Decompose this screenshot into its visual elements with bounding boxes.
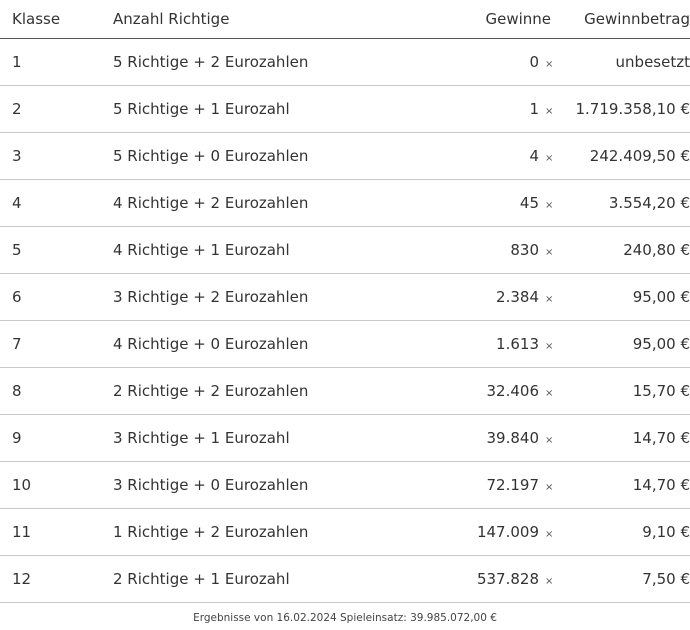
table-row: 12 2 Richtige + 1 Eurozahl 537.828 × 7,50 € bbox=[0, 555, 690, 603]
cell-klasse: 7 bbox=[0, 320, 113, 368]
times-icon: × bbox=[545, 435, 554, 446]
header-gewinne: Gewinne bbox=[413, 0, 551, 39]
cell-klasse: 9 bbox=[0, 414, 113, 462]
cell-gewinnbetrag: 9,10 € bbox=[551, 508, 690, 556]
cell-gewinne: 4 × bbox=[413, 132, 554, 180]
gewinne-value: 72.197 bbox=[486, 476, 540, 494]
gewinne-value: 39.840 bbox=[486, 429, 540, 447]
times-icon: × bbox=[545, 153, 554, 164]
cell-gewinnbetrag: unbesetzt bbox=[551, 38, 690, 86]
cell-klasse: 1 bbox=[0, 38, 113, 86]
times-icon: × bbox=[545, 482, 554, 493]
gewinne-value: 2.384 bbox=[496, 288, 539, 306]
cell-gewinne: 0 × bbox=[413, 38, 554, 86]
cell-gewinnbetrag: 240,80 € bbox=[551, 226, 690, 274]
cell-gewinne: 147.009 × bbox=[413, 508, 554, 556]
cell-anzahl-richtige: 4 Richtige + 1 Eurozahl bbox=[113, 226, 413, 274]
cell-gewinne: 2.384 × bbox=[413, 273, 554, 321]
cell-gewinne: 1 × bbox=[413, 85, 554, 133]
cell-anzahl-richtige: 4 Richtige + 0 Eurozahlen bbox=[113, 320, 413, 368]
gewinne-value: 4 bbox=[529, 147, 539, 165]
times-icon: × bbox=[545, 294, 554, 305]
gewinne-value: 32.406 bbox=[486, 382, 540, 400]
cell-gewinne: 32.406 × bbox=[413, 367, 554, 415]
times-icon: × bbox=[545, 341, 554, 352]
times-icon: × bbox=[545, 247, 554, 258]
times-icon: × bbox=[545, 576, 554, 587]
cell-gewinnbetrag: 14,70 € bbox=[551, 461, 690, 509]
cell-anzahl-richtige: 5 Richtige + 0 Eurozahlen bbox=[113, 132, 413, 180]
times-icon: × bbox=[545, 529, 554, 540]
header-gewinnbetrag: Gewinnbetrag bbox=[551, 0, 690, 39]
gewinne-value: 1 bbox=[529, 100, 539, 118]
table-row: 11 1 Richtige + 2 Eurozahlen 147.009 × 9,10 … bbox=[0, 508, 690, 556]
cell-gewinnbetrag: 14,70 € bbox=[551, 414, 690, 462]
cell-gewinne: 830 × bbox=[413, 226, 554, 274]
gewinne-value: 0 bbox=[529, 53, 539, 71]
cell-klasse: 12 bbox=[0, 555, 113, 603]
cell-gewinne: 537.828 × bbox=[413, 555, 554, 603]
gewinne-value: 830 bbox=[510, 241, 539, 259]
gewinne-value: 45 bbox=[519, 194, 539, 212]
cell-anzahl-richtige: 2 Richtige + 2 Eurozahlen bbox=[113, 367, 413, 415]
cell-klasse: 3 bbox=[0, 132, 113, 180]
header-klasse: Klasse bbox=[0, 0, 113, 39]
cell-anzahl-richtige: 4 Richtige + 2 Eurozahlen bbox=[113, 179, 413, 227]
cell-anzahl-richtige: 5 Richtige + 2 Eurozahlen bbox=[113, 38, 413, 86]
cell-gewinnbetrag: 242.409,50 € bbox=[551, 132, 690, 180]
cell-anzahl-richtige: 2 Richtige + 1 Eurozahl bbox=[113, 555, 413, 603]
table-row: 10 3 Richtige + 0 Eurozahlen 72.197 × 14,70 … bbox=[0, 461, 690, 509]
cell-gewinne: 72.197 × bbox=[413, 461, 554, 509]
times-icon: × bbox=[545, 388, 554, 399]
gewinne-value: 1.613 bbox=[496, 335, 539, 353]
results-footer: Ergebnisse von 16.02.2024 Spieleinsatz: … bbox=[193, 612, 497, 624]
header-row: Klasse Anzahl Richtige Gewinne Gewinnbet… bbox=[0, 0, 690, 39]
table-header: Klasse Anzahl Richtige Gewinne Gewinnbet… bbox=[0, 0, 690, 39]
cell-anzahl-richtige: 3 Richtige + 2 Eurozahlen bbox=[113, 273, 413, 321]
cell-anzahl-richtige: 1 Richtige + 2 Eurozahlen bbox=[113, 508, 413, 556]
times-icon: × bbox=[545, 200, 554, 211]
cell-klasse: 4 bbox=[0, 179, 113, 227]
cell-gewinne: 45 × bbox=[413, 179, 554, 227]
cell-anzahl-richtige: 5 Richtige + 1 Eurozahl bbox=[113, 85, 413, 133]
cell-gewinnbetrag: 95,00 € bbox=[551, 273, 690, 321]
cell-gewinne: 1.613 × bbox=[413, 320, 554, 368]
cell-gewinnbetrag: 1.719.358,10 € bbox=[551, 85, 690, 133]
header-anzahl-richtige: Anzahl Richtige bbox=[113, 0, 413, 39]
cell-gewinnbetrag: 15,70 € bbox=[551, 367, 690, 415]
cell-klasse: 5 bbox=[0, 226, 113, 274]
cell-klasse: 11 bbox=[0, 508, 113, 556]
cell-anzahl-richtige: 3 Richtige + 0 Eurozahlen bbox=[113, 461, 413, 509]
cell-klasse: 6 bbox=[0, 273, 113, 321]
cell-gewinnbetrag: 95,00 € bbox=[551, 320, 690, 368]
times-icon: × bbox=[545, 59, 554, 70]
cell-klasse: 8 bbox=[0, 367, 113, 415]
cell-gewinne: 39.840 × bbox=[413, 414, 554, 462]
quoten-table: Klasse Anzahl Richtige Gewinne Gewinnbet… bbox=[0, 0, 690, 603]
cell-gewinnbetrag: 7,50 € bbox=[551, 555, 690, 603]
cell-gewinnbetrag: 3.554,20 € bbox=[551, 179, 690, 227]
gewinne-value: 147.009 bbox=[476, 523, 539, 541]
cell-klasse: 2 bbox=[0, 85, 113, 133]
cell-klasse: 10 bbox=[0, 461, 113, 509]
cell-anzahl-richtige: 3 Richtige + 1 Eurozahl bbox=[113, 414, 413, 462]
gewinne-value: 537.828 bbox=[476, 570, 539, 588]
times-icon: × bbox=[545, 106, 554, 117]
